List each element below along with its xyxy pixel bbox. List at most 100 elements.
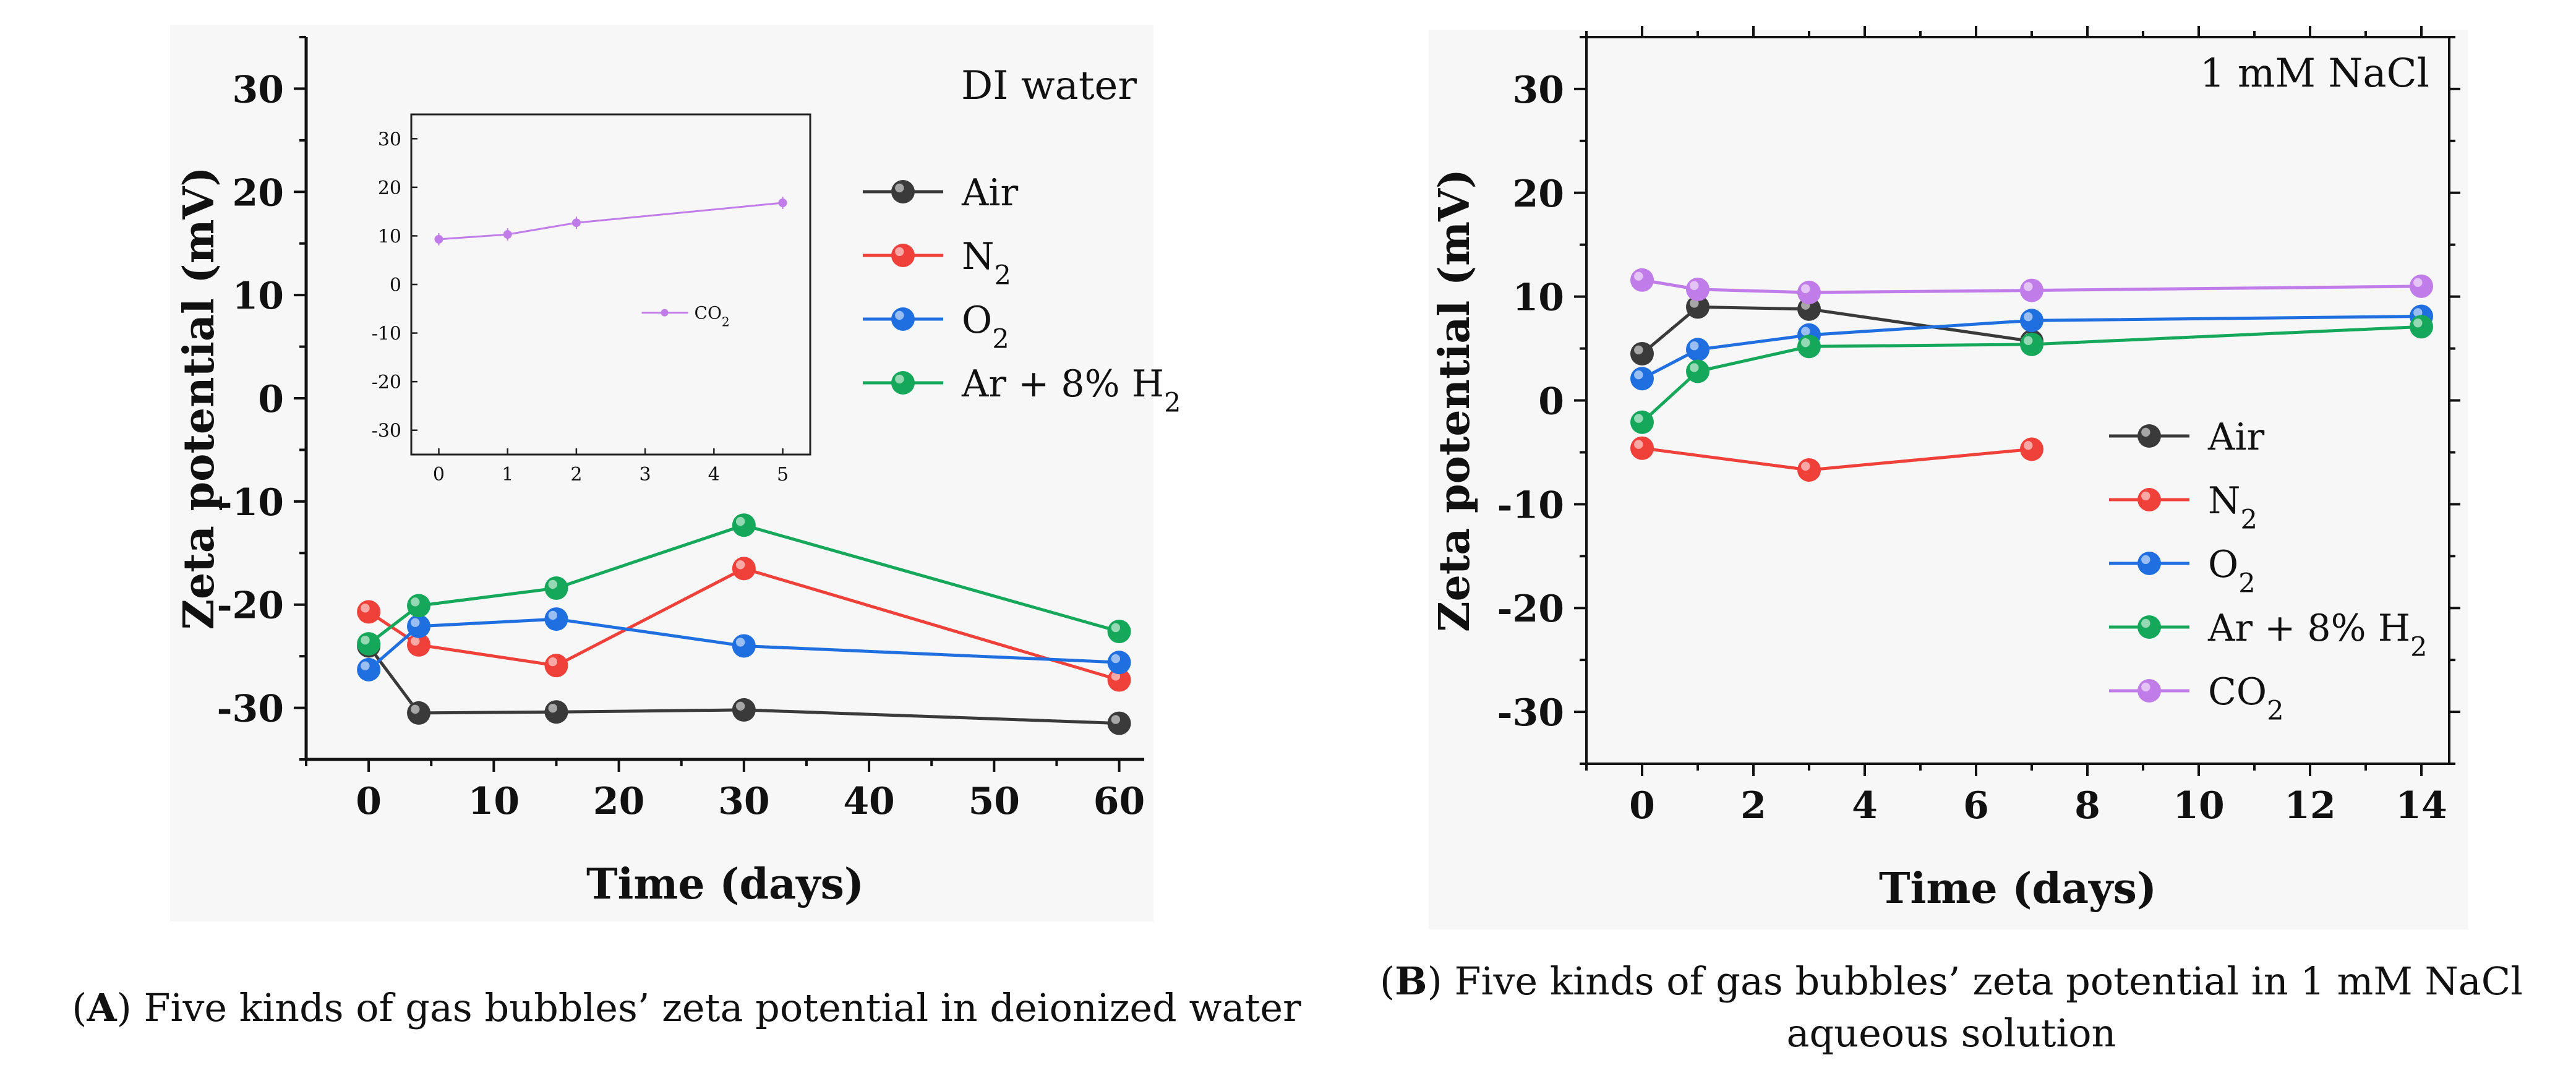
panel-b-point-co2 [2410, 274, 2433, 298]
panel-b-legend-label-co2: CO2 [2208, 670, 2284, 727]
panel-a-y-tick-label: 30 [233, 68, 285, 111]
inset-y-tick-label: 20 [378, 177, 401, 199]
panel-a-point-ar-8-h2 [407, 594, 431, 618]
caption-b-label: B [1395, 959, 1427, 1004]
panel-a-legend-marker-o2 [891, 307, 915, 331]
caption-b-text: Five kinds of gas bubbles’ zeta potentia… [1454, 959, 2523, 1056]
panel-a-point-ar-8-h2 [544, 576, 568, 600]
panel-b-legend-label-ar-8-h2: Ar + 8% H2 [2207, 607, 2428, 663]
caption-a: (A) Five kinds of gas bubbles’ zeta pote… [72, 985, 1301, 1030]
panel-a-y-tick-label: -10 [217, 481, 284, 524]
panel-b-point-o2 [1686, 338, 1709, 362]
panel-a-y-tick-label: 10 [233, 275, 285, 318]
inset-frame [410, 113, 811, 456]
panel-a-point-ar-8-h2 [357, 632, 381, 656]
panel-a-y-tick-label: 0 [258, 378, 284, 421]
panel-a-series-ar-8-h2 [357, 513, 1131, 656]
panel-b-series-n2 [1630, 436, 2043, 482]
inset-line-co2 [439, 202, 783, 241]
panel-b-y-tick-label: 10 [1513, 276, 1565, 320]
panel-a-legend-marker-o2-highlight [895, 310, 904, 320]
panel-a-y-tick-label: -20 [217, 584, 284, 628]
panel-b-legend-marker-o2 [2137, 552, 2161, 575]
inset-y-tick-label: 10 [378, 226, 401, 247]
panel-b-point-co2 [1630, 268, 1654, 292]
panel-a-series-o2 [357, 607, 1131, 682]
panel-b-point-co2 [1797, 280, 1821, 304]
panel-b-legend-marker-n2-highlight [2141, 491, 2150, 501]
panel-b-x-tick-label: 4 [1852, 784, 1878, 827]
panel-a-point-air [732, 698, 756, 722]
panel-a-point-air [407, 701, 431, 725]
panel-a-point-air [1107, 711, 1131, 735]
panel-b-x-axis-title: Time (days) [1879, 864, 2157, 913]
inset-x-tick-label: 4 [708, 464, 720, 485]
panel-a-point-o2-highlight [361, 661, 370, 670]
panel-b-point-ar-8-h2 [1686, 359, 1709, 383]
panel-b-point-n2 [1630, 436, 1654, 460]
panel-a-point-ar-8-h2-highlight [735, 516, 745, 526]
panel-b-x-tick-label: 0 [1629, 784, 1655, 827]
inset-point-co2 [778, 199, 787, 207]
panel-a-point-n2 [544, 654, 568, 678]
panel-a-point-n2-highlight [361, 604, 370, 613]
panel-b-legend-marker-co2 [2137, 679, 2161, 703]
panel-a-y-tick-label: 20 [233, 171, 285, 215]
panel-b-point-ar-8-h2 [2410, 315, 2433, 339]
panel-a-point-n2-highlight [735, 560, 745, 570]
panel-a-x-tick-label: 10 [468, 780, 520, 823]
panel-a-point-n2 [732, 557, 756, 581]
panel-b-chart: -30 -20 -10 0 10 20 30 0 2 4 6 8 10 12 14 Time (days) Ze… [1430, 26, 2460, 913]
inset-y-tick-label: -10 [372, 323, 401, 345]
panel-b-x-tick-label: 6 [1963, 784, 1989, 827]
panel-b-point-air [1630, 341, 1654, 365]
inset-y-tick-label: 30 [378, 129, 401, 150]
panel-b-point-o2-highlight [1801, 327, 1810, 336]
inset-point-co2 [571, 218, 581, 228]
panel-b-point-n2 [2020, 437, 2043, 461]
panel-a-point-air-highlight [1111, 715, 1121, 724]
caption-b: (B) Five kinds of gas bubbles’ zeta pote… [1379, 959, 2523, 1056]
panel-b-point-ar-8-h2 [1630, 410, 1654, 434]
panel-b-title: 1 mM NaCl [2200, 51, 2429, 96]
panel-a-point-o2-highlight [411, 618, 420, 627]
panel-a-point-n2-highlight [411, 636, 420, 646]
panel-b-point-n2 [1797, 458, 1821, 482]
panel-b-point-n2-highlight [1801, 461, 1810, 471]
panel-b-point-air-highlight [1634, 345, 1643, 355]
panel-b-point-n2-highlight [1634, 440, 1643, 449]
panel-b-point-o2-highlight [2024, 312, 2033, 322]
inset-x-tick-label: 2 [570, 464, 582, 485]
panel-b-point-ar-8-h2-highlight [1690, 363, 1699, 372]
panel-a-x-tick-label: 60 [1093, 780, 1145, 823]
panel-a-point-o2-highlight [1111, 654, 1121, 664]
panel-a-point-o2 [357, 657, 381, 682]
panel-b-point-n2-highlight [2024, 441, 2033, 450]
panel-a-legend-marker-air-highlight [895, 183, 904, 193]
panel-b-point-ar-8-h2-highlight [1634, 414, 1643, 423]
panel-b-y-tick-label: -20 [1497, 588, 1564, 631]
panel-a-point-o2 [407, 614, 431, 638]
panel-a-legend-marker-ar-8-h2 [891, 371, 915, 395]
inset-x-tick-label: 3 [640, 464, 651, 485]
panel-b-legend-label-n2: N2 [2208, 479, 2257, 536]
panel-b-legend-marker-ar-8-h2 [2137, 615, 2161, 639]
panel-b-point-co2-highlight [1690, 281, 1699, 291]
panel-b-x-tick-label: 8 [2074, 784, 2100, 827]
panel-a-point-air-highlight [548, 703, 557, 713]
panel-b-point-ar-8-h2-highlight [2413, 318, 2423, 328]
panel-b-point-o2 [1630, 367, 1654, 391]
panel-a-point-ar-8-h2-highlight [411, 597, 420, 607]
panel-a-point-o2 [1107, 651, 1131, 675]
panel-a-point-air-highlight [411, 704, 420, 714]
panel-a-y-tick-label: -30 [217, 688, 284, 731]
panel-b-x-tick-label: 14 [2395, 784, 2447, 827]
panel-b-point-o2-highlight [1690, 341, 1699, 351]
panel-b-series-ar-8-h2 [1630, 315, 2433, 434]
panel-a-legend-marker-ar-8-h2-highlight [895, 374, 904, 384]
panel-b-point-ar-8-h2-highlight [1801, 338, 1810, 348]
panel-a-y-axis-title: Zeta potential (mV) [174, 167, 224, 630]
inset-point-co2 [503, 230, 512, 239]
